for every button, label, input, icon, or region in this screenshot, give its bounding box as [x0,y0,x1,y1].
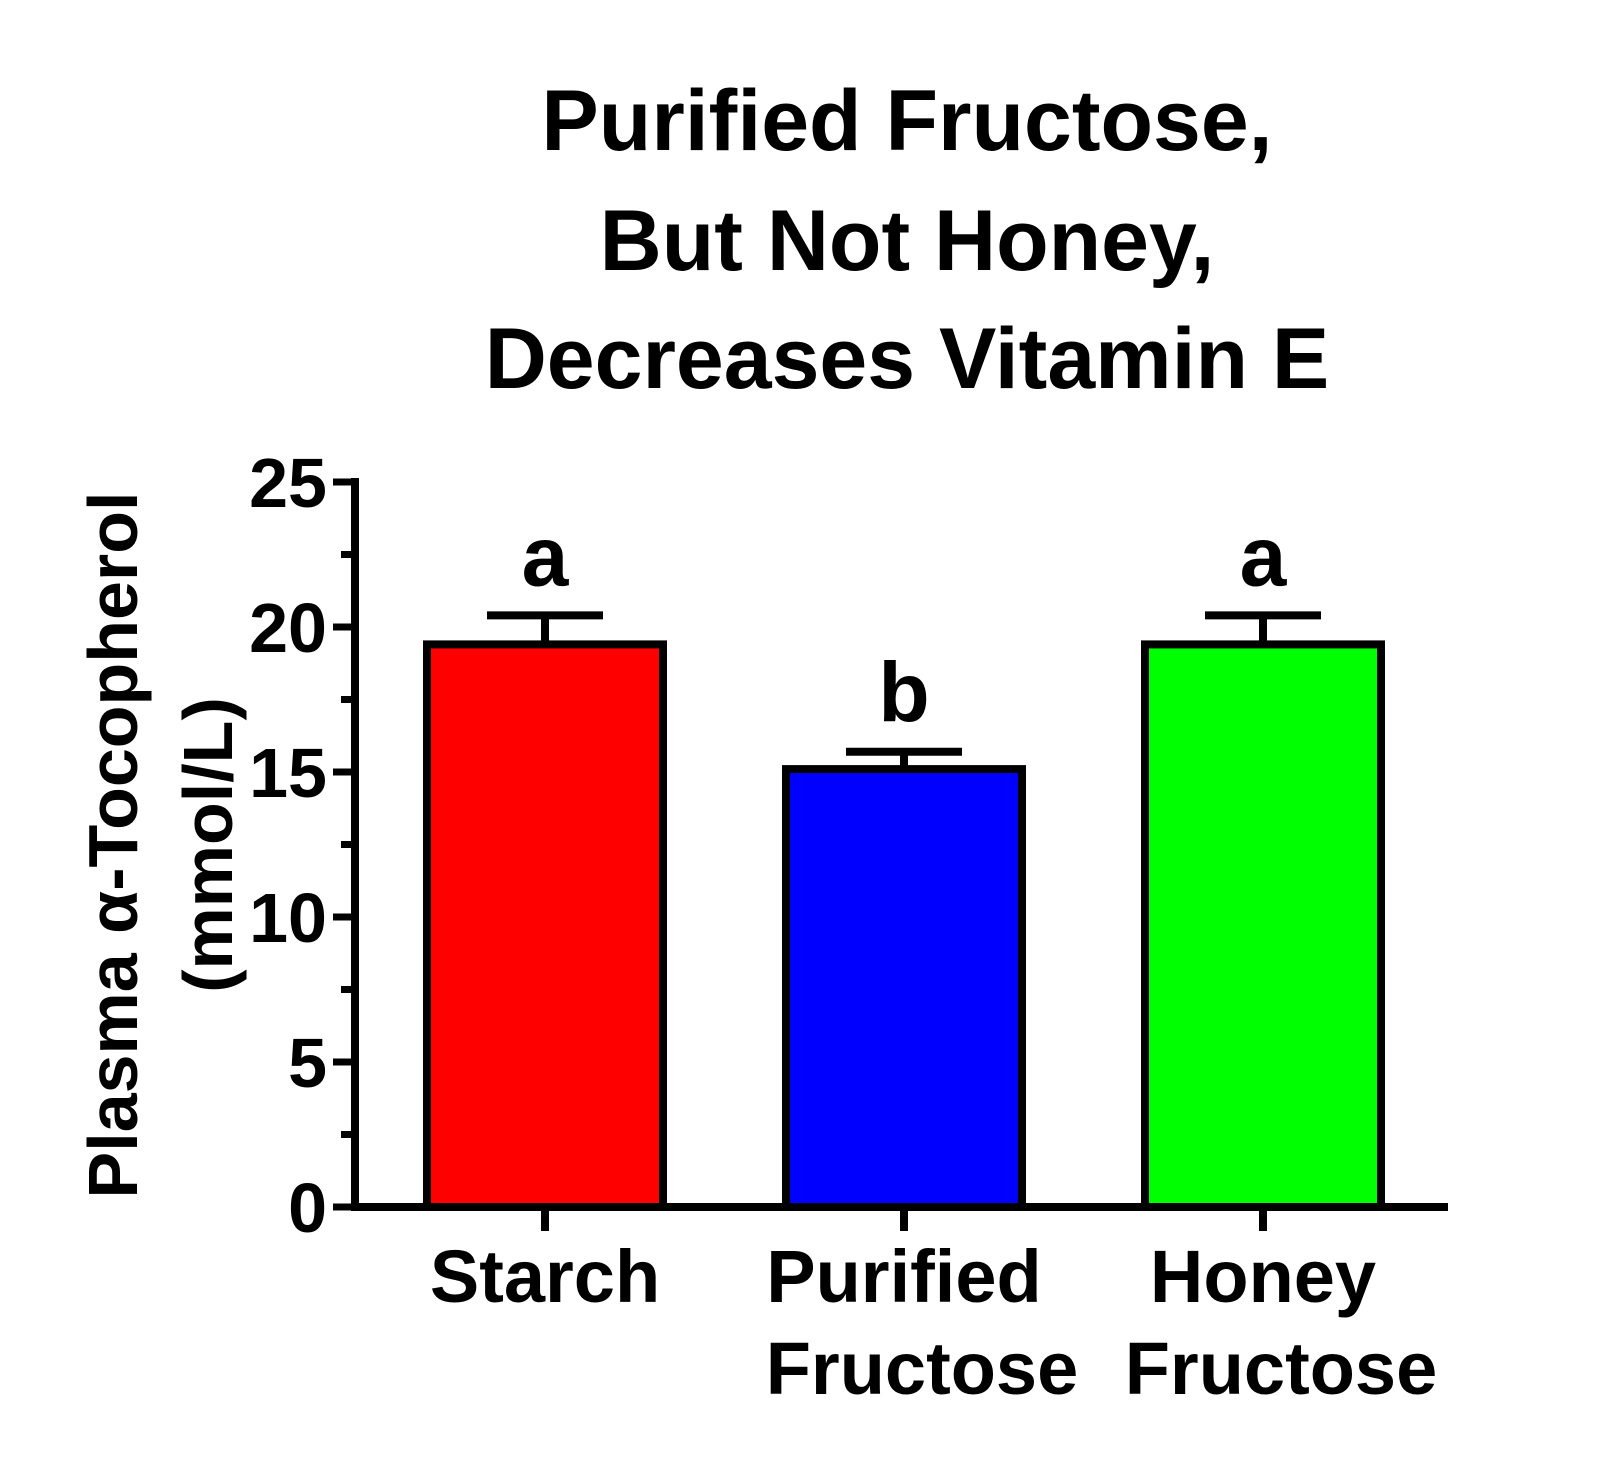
bar-0 [423,640,667,1211]
significance-letter-1: b [878,646,929,740]
significance-letter-0: a [522,509,570,603]
y-tick-label-1: 5 [288,1024,327,1102]
y-tick-label-3: 15 [249,734,327,812]
y-tick-label-4: 20 [249,589,327,667]
bar-2 [1141,640,1385,1211]
bar-1 [782,765,1026,1211]
y-tick-label-0: 0 [288,1169,327,1247]
significance-letter-2: a [1240,509,1288,603]
x-category-label-2-0: Honey [1150,1235,1376,1318]
x-category-label-2-1: Fructose [1125,1327,1438,1410]
y-axis-label-line-0: Plasma α-Tocopherol [74,492,152,1199]
chart-title-line-0: Purified Fructose, [541,73,1272,169]
chart-title-line-2: Decreases Vitamin E [485,311,1330,407]
y-tick-label-5: 25 [249,444,327,522]
chart-title-line-1: But Not Honey, [600,193,1215,289]
y-axis-label-line-1: (mmol/L) [169,697,247,993]
y-tick-label-2: 10 [249,879,327,957]
x-category-label-1-1: Fructose [766,1327,1079,1410]
x-category-label-1-0: Purified [766,1235,1041,1318]
x-category-label-0-0: Starch [430,1235,660,1318]
